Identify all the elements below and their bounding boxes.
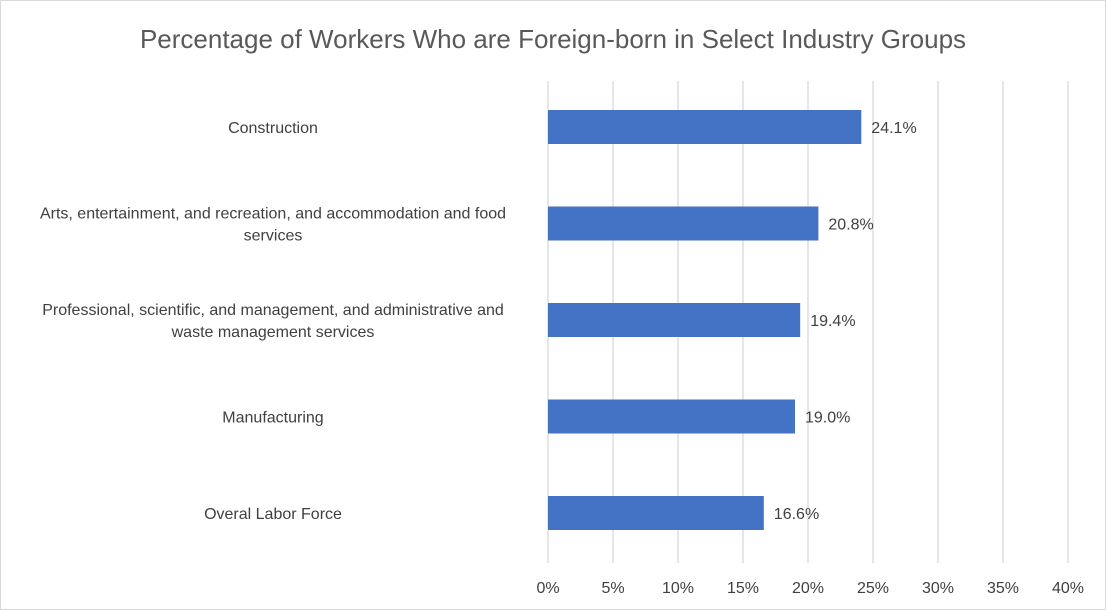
category-label-line: Arts, entertainment, and recreation, and…	[40, 206, 506, 223]
gridlines	[547, 81, 1069, 563]
category-labels: Construction Arts, entertainment, and rec…	[40, 120, 506, 523]
bar	[548, 303, 801, 337]
x-axis-tick-labels: 0% 5% 10% 15% 20% 25% 30% 35% 40%	[536, 580, 1084, 597]
x-tick-label: 20%	[792, 580, 824, 597]
x-tick-label: 40%	[1052, 580, 1084, 597]
category-label: Overal Labor Force	[204, 506, 342, 523]
category-label-line: Overal Labor Force	[204, 506, 342, 523]
bar	[548, 206, 819, 241]
bars	[548, 110, 862, 530]
category-label: Manufacturing	[222, 410, 323, 427]
category-label: Arts, entertainment, and recreation, and…	[40, 206, 506, 245]
data-label: 20.8%	[828, 217, 873, 234]
bar	[548, 496, 764, 530]
data-label: 19.4%	[810, 313, 855, 330]
data-label: 16.6%	[774, 506, 819, 523]
x-tick-label: 25%	[857, 580, 889, 597]
data-labels: 24.1% 20.8% 19.4% 19.0% 16.6%	[774, 120, 917, 523]
x-tick-label: 0%	[536, 580, 559, 597]
category-label: Construction	[228, 120, 318, 137]
x-tick-label: 5%	[601, 580, 624, 597]
category-label-line: Professional, scientific, and management…	[42, 302, 504, 319]
x-tick-label: 10%	[662, 580, 694, 597]
x-tick-label: 35%	[987, 580, 1019, 597]
category-label: Professional, scientific, and management…	[42, 302, 504, 341]
category-label-line: services	[244, 228, 303, 245]
bar	[548, 110, 862, 144]
x-tick-label: 15%	[727, 580, 759, 597]
data-label: 19.0%	[805, 410, 850, 427]
bar	[548, 399, 795, 434]
data-label: 24.1%	[871, 120, 916, 137]
chart-title: Percentage of Workers Who are Foreign-bo…	[140, 24, 966, 54]
category-label-line: waste management services	[171, 324, 375, 341]
category-label-line: Construction	[228, 120, 318, 137]
category-label-line: Manufacturing	[222, 410, 323, 427]
x-tick-label: 30%	[922, 580, 954, 597]
